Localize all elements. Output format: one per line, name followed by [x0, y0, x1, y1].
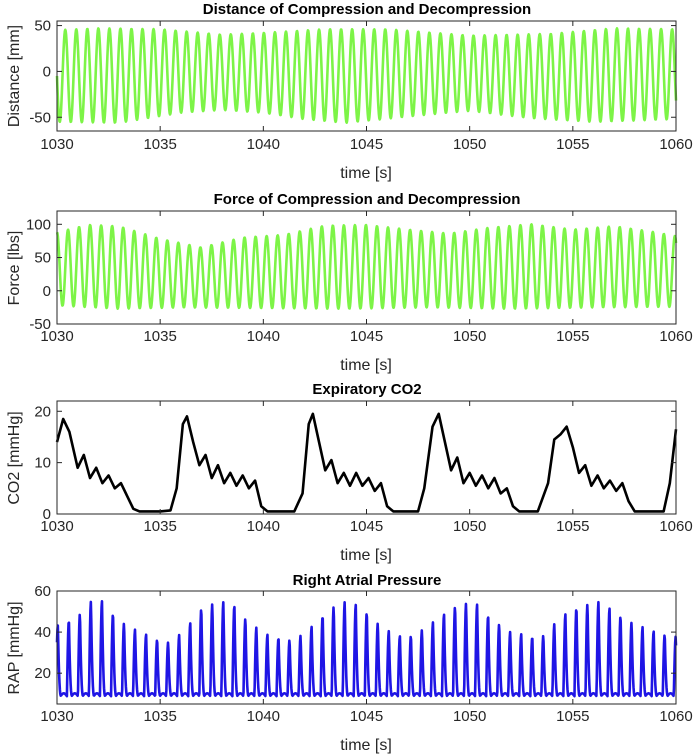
co2-xtick-label: 1030: [40, 518, 73, 535]
distance-xtick-label: 1040: [247, 136, 280, 153]
force-xtick-label: 1035: [143, 328, 176, 345]
distance-ytick-label: 0: [43, 63, 51, 80]
co2-title: Expiratory CO2: [312, 381, 421, 398]
force-xtick-label: 1050: [453, 328, 486, 345]
force-x-axis-label: time [s]: [340, 357, 392, 374]
rap-xtick-label: 1050: [453, 708, 486, 725]
co2-xtick-label: 1035: [143, 518, 176, 535]
force-ytick-label: -50: [29, 316, 51, 333]
co2-xtick-label: 1040: [247, 518, 280, 535]
co2-series-line: [55, 412, 678, 513]
co2-xtick-label: 1050: [453, 518, 486, 535]
rap-ytick-label: 60: [34, 583, 51, 600]
distance-title: Distance of Compression and Decompressio…: [203, 1, 531, 18]
rap-panel: Right Atrial Pressure 1030 1035 1040 1045 10…: [6, 572, 693, 754]
co2-x-axis-label: time [s]: [340, 547, 392, 564]
distance-xtick-label: 1060: [659, 136, 692, 153]
rap-ytick-label: 40: [34, 624, 51, 641]
co2-panel: Expiratory CO2 1030 1035 1040 1045 1050 1055 1…: [6, 381, 693, 564]
distance-axes-frame: [56, 20, 677, 132]
force-xtick-label: 1060: [659, 328, 692, 345]
co2-ytick-label: 20: [34, 403, 51, 420]
distance-ytick-label: -50: [29, 109, 51, 126]
rap-xtick-label: 1045: [350, 708, 383, 725]
rap-plot-area: 1030 1035 1040 1045 1050 1055 1060 20 40 60: [34, 583, 692, 725]
force-ytick-label: 0: [43, 283, 51, 300]
force-ytick-label: 50: [34, 250, 51, 267]
distance-xtick-label: 1035: [143, 136, 176, 153]
distance-x-axis-label: time [s]: [340, 165, 392, 182]
force-xtick-label: 1040: [247, 328, 280, 345]
force-plot-area: 1030 1035 1040 1045 1050 1055 1060 -50 0 50 100: [26, 211, 693, 345]
co2-axes-frame: [56, 400, 677, 515]
force-ytick-label: 100: [26, 216, 51, 233]
rap-xtick-label: 1030: [40, 708, 73, 725]
co2-plot-area: 1030 1035 1040 1045 1050 1055 1060 0 10 20: [34, 401, 693, 535]
co2-xtick-label: 1045: [350, 518, 383, 535]
rap-y-axis-label: RAP [mmHg]: [6, 601, 23, 694]
distance-xtick-label: 1055: [556, 136, 589, 153]
force-y-axis-label: Force [lbs]: [6, 231, 23, 306]
rap-axes-frame: [56, 590, 677, 705]
distance-xtick-label: 1030: [40, 136, 73, 153]
force-xtick-label: 1045: [350, 328, 383, 345]
rap-xtick-label: 1035: [143, 708, 176, 725]
co2-xtick-label: 1060: [659, 518, 692, 535]
distance-y-axis-label: Distance [mm]: [6, 25, 23, 127]
force-xtick-label: 1030: [40, 328, 73, 345]
force-panel: Force of Compression and Decompression 1…: [6, 191, 693, 374]
distance-xtick-label: 1045: [350, 136, 383, 153]
co2-xtick-label: 1055: [556, 518, 589, 535]
rap-xtick-label: 1055: [556, 708, 589, 725]
rap-ytick-label: 20: [34, 665, 51, 682]
force-series-line: [55, 223, 678, 310]
rap-xtick-label: 1060: [659, 708, 692, 725]
distance-xtick-label: 1050: [453, 136, 486, 153]
rap-x-axis-label: time [s]: [340, 737, 392, 754]
rap-xtick-label: 1040: [247, 708, 280, 725]
distance-series-line: [55, 27, 678, 124]
distance-ytick-label: 50: [34, 18, 51, 35]
distance-panel: Distance of Compression and Decompressio…: [6, 1, 693, 182]
force-axes-frame: [56, 210, 677, 325]
rap-title: Right Atrial Pressure: [293, 572, 442, 589]
co2-ytick-label: 10: [34, 455, 51, 472]
rap-series-line: [55, 600, 678, 698]
force-title: Force of Compression and Decompression: [214, 191, 521, 208]
distance-plot-area: 1030 1035 1040 1045 1050 1055 1060 -50 0 50: [29, 18, 692, 153]
force-xtick-label: 1055: [556, 328, 589, 345]
co2-y-axis-label: CO2 [mmHg]: [6, 411, 23, 504]
co2-ytick-label: 0: [43, 506, 51, 523]
